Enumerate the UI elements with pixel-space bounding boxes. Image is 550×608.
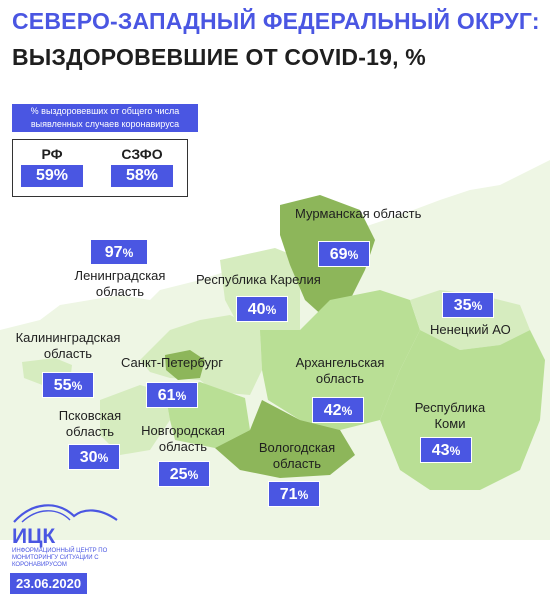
pct-novgorod: 25% (158, 461, 210, 487)
label-arkhangelsk: Архангельская область (295, 355, 385, 386)
pct-nenets: 35% (442, 292, 494, 318)
pct-spb: 61% (146, 382, 198, 408)
pct-arkhangelsk: 42% (312, 397, 364, 423)
title-line-2: ВЫЗДОРОВЕВШИЕ ОТ COVID-19, % (12, 44, 426, 70)
pct-karelia: 40% (236, 296, 288, 322)
legend-szfo-name: СЗФО (121, 146, 163, 162)
label-murmansk: Мурманская область (295, 206, 422, 221)
region-leningrad (140, 315, 262, 395)
date-badge: 23.06.2020 (10, 573, 88, 594)
label-novgorod: Новгородская область (141, 423, 225, 454)
pct-vologda: 71% (268, 481, 320, 507)
label-kaliningrad: Калининградская область (15, 330, 121, 361)
pct-komi: 43% (420, 437, 472, 463)
legend-description: % выздоровевших от общего числа выявленн… (12, 104, 198, 132)
label-vologda: Вологодская область (258, 440, 336, 471)
logo-icon (13, 504, 118, 523)
pct-leningrad: 97% (90, 239, 148, 265)
pct-murmansk: 69% (318, 241, 370, 267)
region-nenets (410, 290, 530, 350)
label-nenets: Ненецкий АО (430, 322, 511, 337)
legend-rf-name: РФ (41, 146, 63, 162)
logo-subtitle: Информационный центр по мониторингу ситу… (12, 548, 108, 568)
label-spb: Санкт-Петербург (121, 355, 223, 370)
logo-name: ИЦК (12, 525, 56, 548)
region-spb (165, 350, 205, 380)
legend-szfo: СЗФО 58% (111, 146, 173, 187)
legend-rf-value: 59% (21, 165, 83, 187)
legend-szfo-value: 58% (111, 165, 173, 187)
pct-pskov: 30% (68, 444, 120, 470)
label-leningrad: Ленинградская область (74, 268, 166, 299)
label-pskov: Псковская область (58, 408, 122, 439)
region-arkhangelsk (260, 290, 420, 430)
label-karelia: Республика Карелия (196, 272, 321, 287)
region-vologda (215, 400, 355, 478)
title-line-1: СЕВЕРО-ЗАПАДНЫЙ ФЕДЕРАЛЬНЫЙ ОКРУГ: (12, 8, 540, 34)
label-komi: Республика Коми (414, 400, 486, 431)
pct-kaliningrad: 55% (42, 372, 94, 398)
legend-rf: РФ 59% (21, 146, 83, 187)
legend-box: РФ 59% СЗФО 58% (12, 139, 188, 197)
